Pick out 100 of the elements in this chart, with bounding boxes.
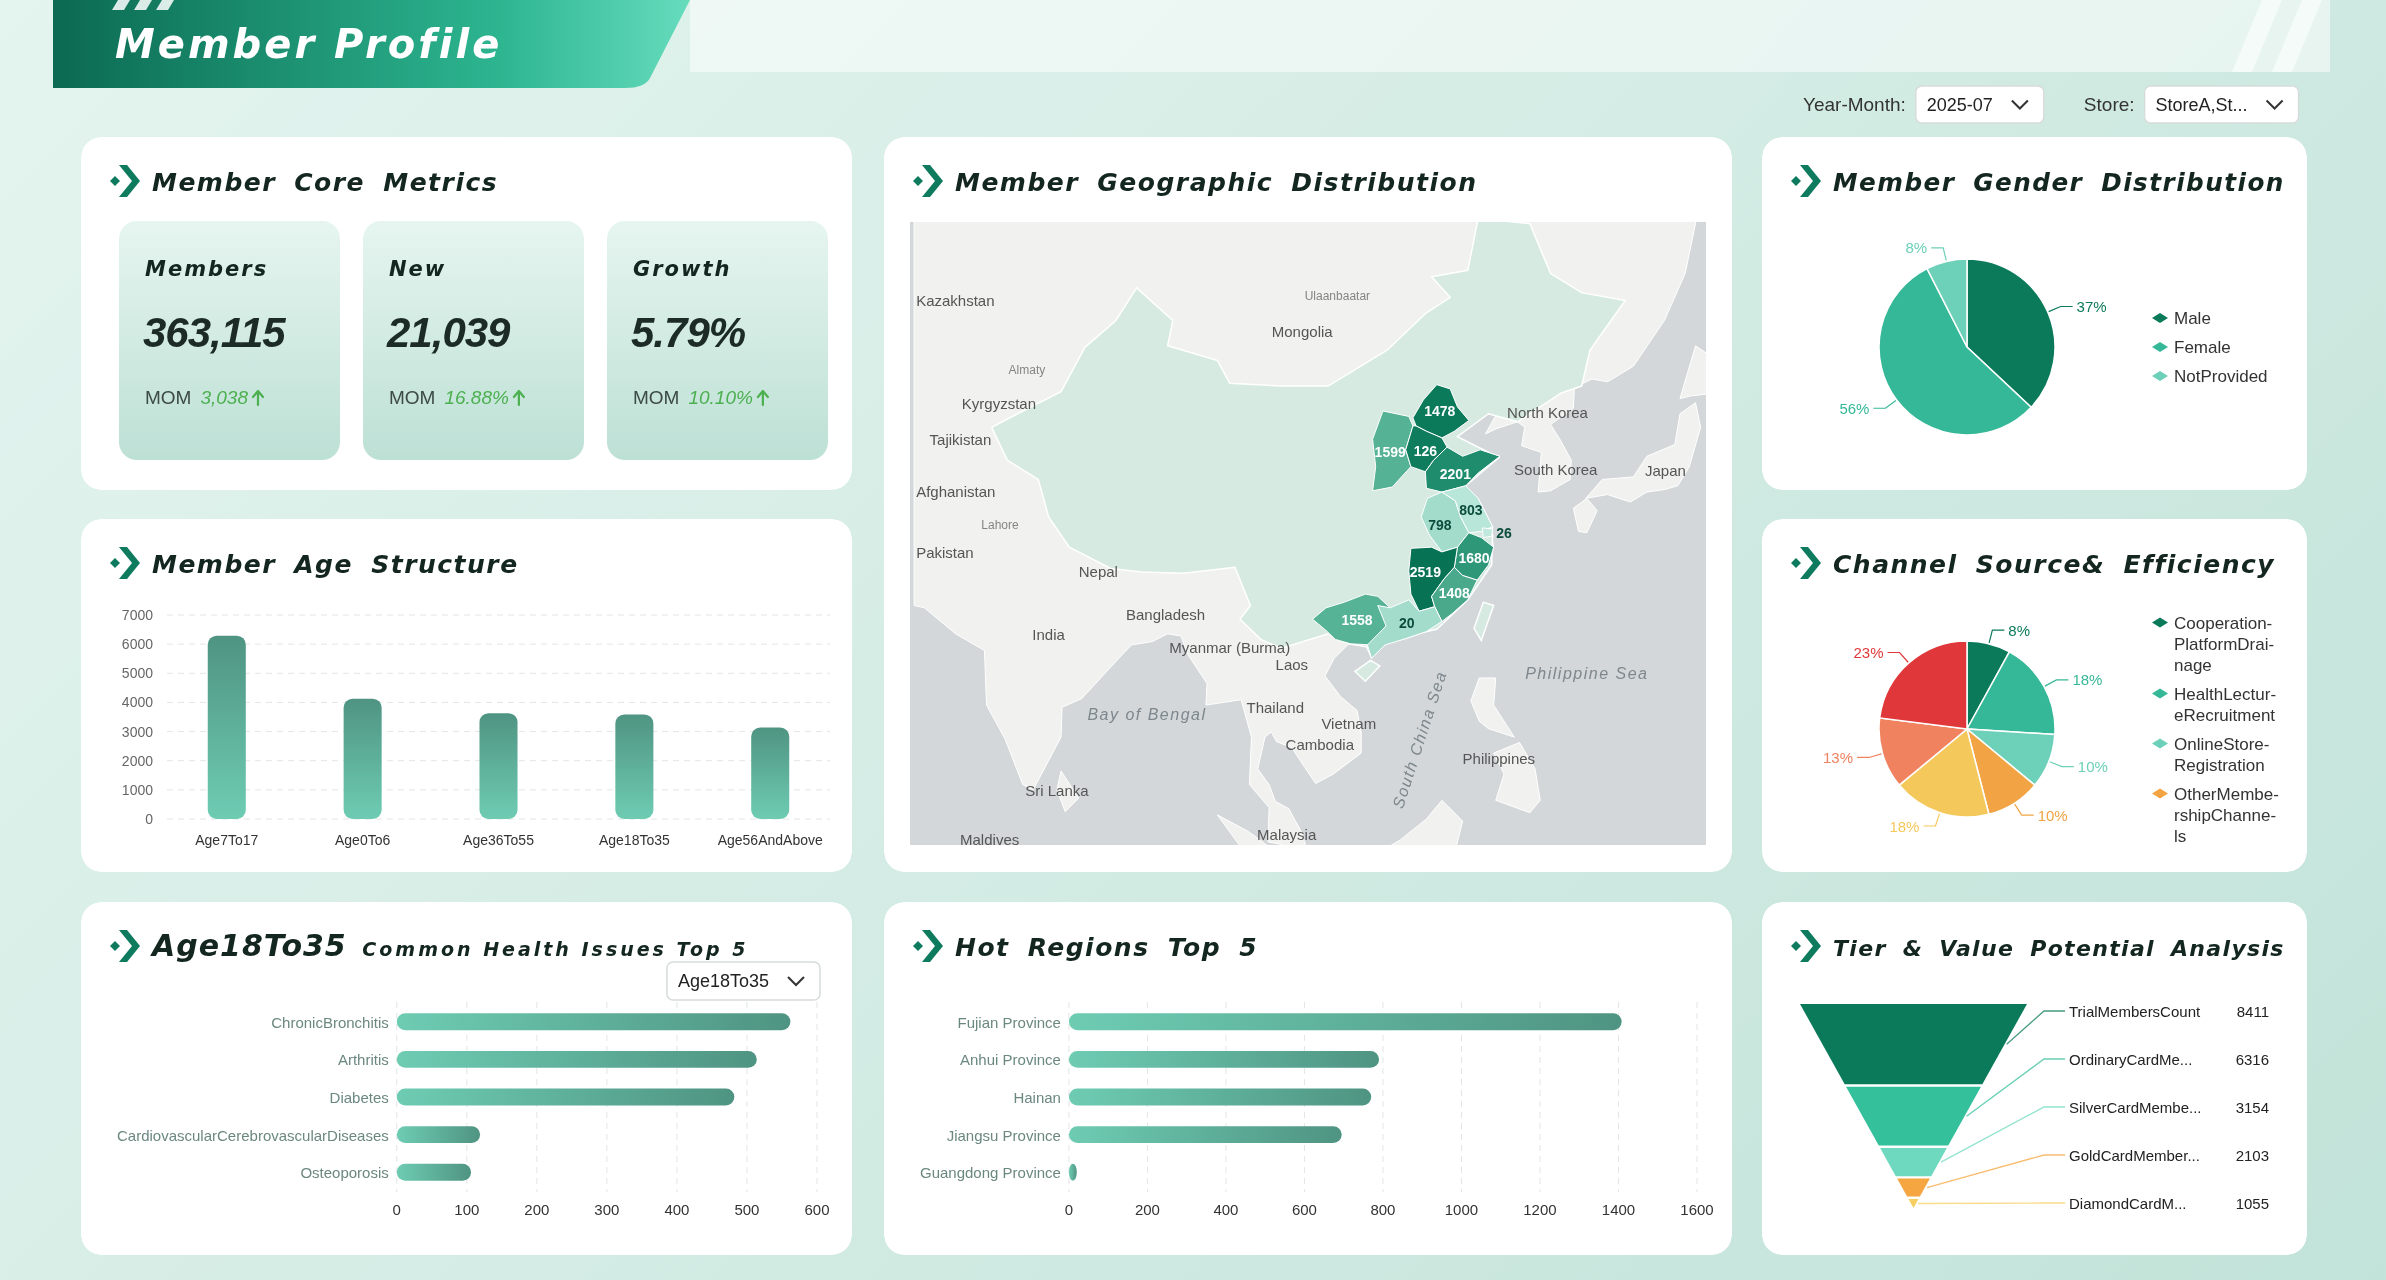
chart-title: Member Gender Distribution [1833,168,2285,197]
bar [343,698,382,819]
text: Bay of Bengal [1087,705,1207,723]
text: 1599 [1374,444,1406,461]
y-tick-label: Arthritis [337,1050,389,1068]
x-tick-label: 400 [664,1200,690,1218]
text: Year-Month: [1803,93,1906,115]
chart-title: Member Age Structure [152,550,519,579]
text: Almaty [1008,363,1046,378]
category-label: TrialMembersCount [2069,1002,2201,1020]
legend-label: NotProvided [2174,366,2268,386]
y-tick-label: 0 [145,811,154,827]
x-tick-label: 100 [454,1200,480,1218]
text: 363,115 [143,309,287,356]
chart-title: Channel Source& Efficiency [1833,550,2276,579]
text: MOM [389,387,436,408]
text: Lahore [981,518,1019,533]
x-tick-label: Age36To55 [463,832,535,848]
bar [396,1163,472,1181]
text: Tier & Value Potential Analysis [1833,936,2285,961]
data-label: 1055 [2235,1194,2269,1212]
data-label: 8% [2008,621,2031,639]
y-tick-label: CardiovascularCerebrovascularDiseases [117,1126,389,1144]
y-tick-label: Diabetes [329,1088,389,1106]
text: 20 [1398,614,1415,631]
category-label: OrdinaryCardMe... [2069,1050,2193,1068]
text: 21,039 [386,309,512,356]
x-tick-label: 800 [1370,1200,1396,1218]
bar [1068,1050,1380,1068]
text: New [389,257,447,281]
y-tick-label: Hainan [1013,1088,1061,1106]
legend-label: OtherMembe-rshipChanne-ls [2174,784,2279,845]
x-tick-label: 600 [1291,1200,1317,1218]
legend-label: Male [2174,308,2211,328]
bar [751,727,790,819]
text: South Korea [1514,460,1599,478]
text: Afghanistan [916,482,996,500]
text: Growth [633,257,732,281]
bar [396,1050,757,1068]
data-label: 18% [2072,671,2103,689]
text: Kazakhstan [916,291,995,309]
legend-label: HealthLectur-eRecruitment [2174,684,2277,724]
data-label: 6316 [2235,1050,2269,1068]
y-tick-label: 5000 [121,665,154,682]
text: 3,038 [200,387,249,408]
text: Maldives [960,830,1020,848]
text: Japan [1645,461,1686,479]
chart-title: Hot Regions Top 5 [955,933,1259,962]
x-tick-label: Age7To17 [195,832,259,848]
text: Ulaanbaatar [1304,288,1371,303]
text: Tajikistan [929,430,992,448]
text: Age18To35 [677,971,770,991]
category-label: GoldCardMember... [2069,1146,2200,1164]
y-tick-label: 3000 [121,723,154,740]
y-tick-label: Jiangsu Province [946,1126,1061,1144]
bar [207,635,246,819]
data-label: 56% [1839,399,1870,417]
y-tick-label: Anhui Province [960,1050,1061,1068]
text: Members [145,257,269,281]
x-tick-label: Age56AndAbove [717,832,823,848]
text: South China Sea [1388,668,1450,811]
x-tick-label: Age18To35 [598,832,670,848]
text: 2519 [1409,564,1442,580]
text: 5.79% [631,309,746,356]
bar [1068,1088,1372,1106]
data-label: 37% [2076,297,2107,315]
data-label: 10% [2077,758,2108,776]
text: Cambodia [1285,735,1355,753]
text: 126 [1413,443,1438,460]
data-label: 2103 [2235,1146,2269,1164]
y-tick-label: 7000 [121,607,154,623]
x-tick-label: 200 [524,1200,550,1218]
text: 803 [1459,501,1483,518]
y-tick-label: 6000 [121,636,154,653]
data-label: 3154 [2235,1098,2269,1116]
x-tick-label: 1400 [1601,1200,1636,1218]
legend-label: OnlineStore-Registration [2174,734,2270,774]
text: Philippines [1462,749,1536,767]
bar [1068,1013,1622,1031]
y-tick-label: 1000 [121,781,154,798]
text: North Korea [1507,403,1589,421]
text: Laos [1275,655,1309,673]
x-tick-label: 0 [392,1200,401,1218]
text: Nepal [1078,562,1118,580]
bar [479,713,518,819]
text: India [1032,625,1066,643]
text: Member Geographic Distribution [955,168,1478,197]
data-label: 10% [2037,806,2068,824]
category-label: SilverCardMembe... [2069,1098,2202,1116]
legend-label: Cooperation-PlatformDrai-nage [2174,613,2275,674]
legend-label: Female [2174,337,2231,357]
data-label: 18% [1889,817,1920,835]
text: 2025-07 [1926,94,1993,115]
text: 1558 [1341,612,1373,629]
y-tick-label: ChronicBronchitis [271,1013,389,1031]
text: MOM [633,387,680,408]
text: 1680 [1458,549,1490,566]
y-tick-label: 4000 [121,694,154,711]
text: Myanmar (Burma) [1169,638,1291,656]
x-tick-label: 0 [1064,1200,1074,1218]
